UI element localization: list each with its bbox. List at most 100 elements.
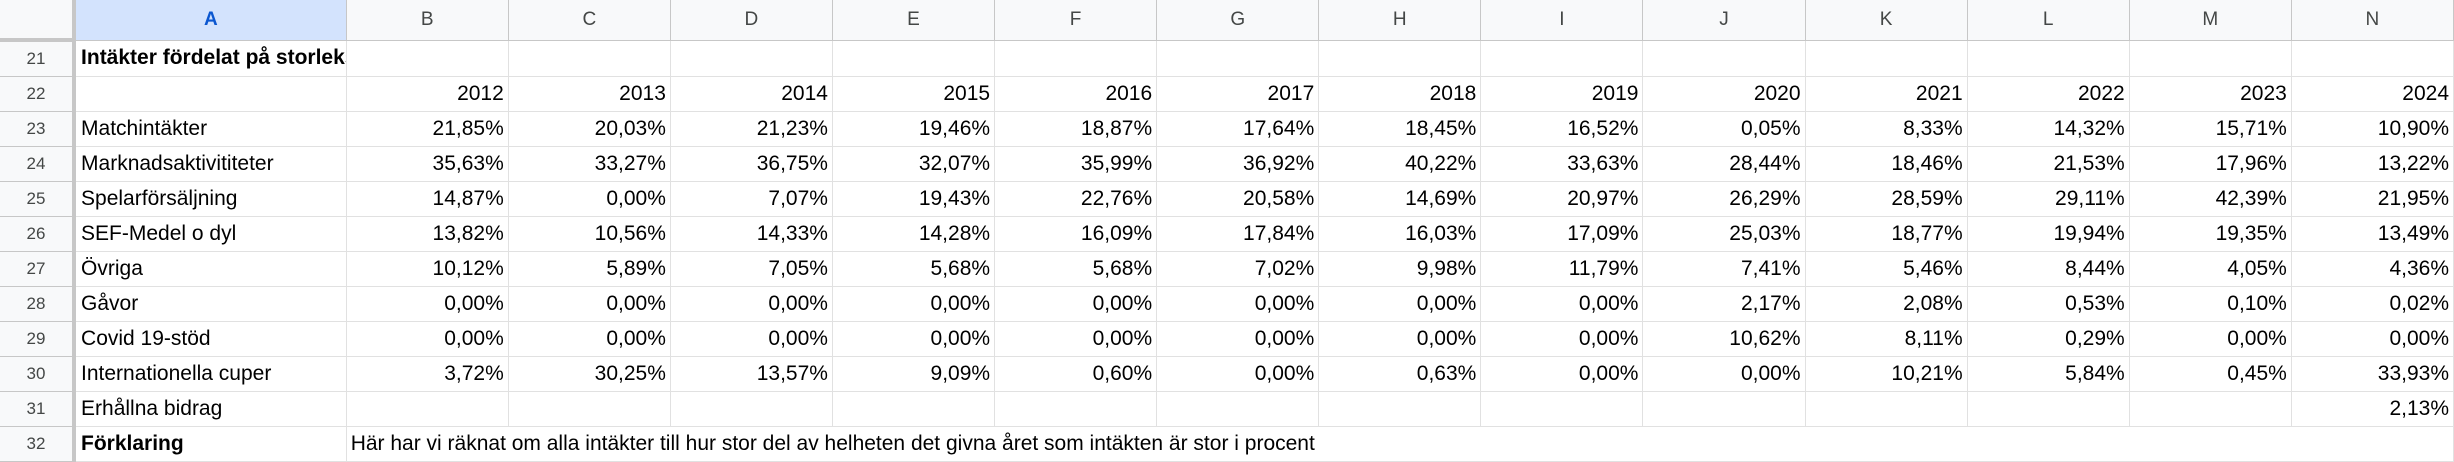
cell-n24[interactable]: 13,22% xyxy=(2291,146,2454,182)
cell-f25[interactable]: 22,76% xyxy=(994,181,1158,217)
cell-h24[interactable]: 40,22% xyxy=(1318,146,1482,182)
cell-a26[interactable]: SEF-Medel o dyl xyxy=(74,216,347,252)
cell-h27[interactable]: 9,98% xyxy=(1318,251,1482,287)
cell-i25[interactable]: 20,97% xyxy=(1480,181,1644,217)
cell-a29[interactable]: Covid 19-stöd xyxy=(74,321,347,357)
cell-j24[interactable]: 28,44% xyxy=(1642,146,1806,182)
row-header-30[interactable]: 30 xyxy=(0,356,77,392)
cell-a21[interactable]: Intäkter fördelat på storleksordning i p… xyxy=(74,40,347,77)
cell-b32-explanation[interactable]: Här har vi räknat om alla intäkter till … xyxy=(346,426,2454,462)
cell-h23[interactable]: 18,45% xyxy=(1318,111,1482,147)
cell-k28[interactable]: 2,08% xyxy=(1805,286,1968,322)
cell-i28[interactable]: 0,00% xyxy=(1480,286,1644,322)
row-header-27[interactable]: 27 xyxy=(0,251,77,287)
cell-i27[interactable]: 11,79% xyxy=(1480,251,1644,287)
cell-b23[interactable]: 21,85% xyxy=(346,111,509,147)
cell-l22[interactable]: 2022 xyxy=(1967,76,2130,112)
cell-n29[interactable]: 0,00% xyxy=(2291,321,2454,357)
cell-k25[interactable]: 28,59% xyxy=(1805,181,1968,217)
cell-f22[interactable]: 2016 xyxy=(994,76,1158,112)
cell-j28[interactable]: 2,17% xyxy=(1642,286,1806,322)
cell-d26[interactable]: 14,33% xyxy=(670,216,833,252)
cell-k27[interactable]: 5,46% xyxy=(1805,251,1968,287)
cell-f24[interactable]: 35,99% xyxy=(994,146,1158,182)
cell-d22[interactable]: 2014 xyxy=(670,76,833,112)
cell-g29[interactable]: 0,00% xyxy=(1156,321,1320,357)
cell-l24[interactable]: 21,53% xyxy=(1967,146,2130,182)
cell-j29[interactable]: 10,62% xyxy=(1642,321,1806,357)
cell-i22[interactable]: 2019 xyxy=(1480,76,1644,112)
row-header-22[interactable]: 22 xyxy=(0,76,77,112)
cell-m27[interactable]: 4,05% xyxy=(2129,251,2292,287)
column-header-k[interactable]: K xyxy=(1805,0,1968,41)
cell-f31[interactable] xyxy=(994,391,1158,427)
cell-l31[interactable] xyxy=(1967,391,2130,427)
cell-m30[interactable]: 0,45% xyxy=(2129,356,2292,392)
cell-i24[interactable]: 33,63% xyxy=(1480,146,1644,182)
cell-k30[interactable]: 10,21% xyxy=(1805,356,1968,392)
cell-g24[interactable]: 36,92% xyxy=(1156,146,1320,182)
cell-h21[interactable] xyxy=(1318,40,1482,77)
cell-b21[interactable] xyxy=(346,40,509,77)
cell-i29[interactable]: 0,00% xyxy=(1480,321,1644,357)
cell-l26[interactable]: 19,94% xyxy=(1967,216,2130,252)
cell-e29[interactable]: 0,00% xyxy=(832,321,996,357)
cell-l21[interactable] xyxy=(1967,40,2130,77)
cell-j26[interactable]: 25,03% xyxy=(1642,216,1806,252)
cell-a24[interactable]: Marknadsaktivititeter xyxy=(74,146,347,182)
cell-m22[interactable]: 2023 xyxy=(2129,76,2292,112)
cell-a28[interactable]: Gåvor xyxy=(74,286,347,322)
cell-d27[interactable]: 7,05% xyxy=(670,251,833,287)
cell-m23[interactable]: 15,71% xyxy=(2129,111,2292,147)
cell-g27[interactable]: 7,02% xyxy=(1156,251,1320,287)
column-header-d[interactable]: D xyxy=(670,0,833,41)
cell-j21[interactable] xyxy=(1642,40,1806,77)
cell-d31[interactable] xyxy=(670,391,833,427)
cell-f27[interactable]: 5,68% xyxy=(994,251,1158,287)
cell-c22[interactable]: 2013 xyxy=(508,76,671,112)
cell-j27[interactable]: 7,41% xyxy=(1642,251,1806,287)
cell-d28[interactable]: 0,00% xyxy=(670,286,833,322)
column-header-i[interactable]: I xyxy=(1480,0,1644,41)
cell-b22[interactable]: 2012 xyxy=(346,76,509,112)
row-header-21[interactable]: 21 xyxy=(0,40,77,77)
cell-b24[interactable]: 35,63% xyxy=(346,146,509,182)
cell-k26[interactable]: 18,77% xyxy=(1805,216,1968,252)
cell-d24[interactable]: 36,75% xyxy=(670,146,833,182)
cell-e30[interactable]: 9,09% xyxy=(832,356,996,392)
cell-h28[interactable]: 0,00% xyxy=(1318,286,1482,322)
cell-g23[interactable]: 17,64% xyxy=(1156,111,1320,147)
cell-e25[interactable]: 19,43% xyxy=(832,181,996,217)
cell-n26[interactable]: 13,49% xyxy=(2291,216,2454,252)
cell-a23[interactable]: Matchintäkter xyxy=(74,111,347,147)
cell-c25[interactable]: 0,00% xyxy=(508,181,671,217)
column-header-m[interactable]: M xyxy=(2129,0,2292,41)
cell-a27[interactable]: Övriga xyxy=(74,251,347,287)
cell-e21[interactable] xyxy=(832,40,996,77)
cell-c30[interactable]: 30,25% xyxy=(508,356,671,392)
cell-i26[interactable]: 17,09% xyxy=(1480,216,1644,252)
cell-c21[interactable] xyxy=(508,40,671,77)
cell-n28[interactable]: 0,02% xyxy=(2291,286,2454,322)
cell-j30[interactable]: 0,00% xyxy=(1642,356,1806,392)
cell-g25[interactable]: 20,58% xyxy=(1156,181,1320,217)
cell-i23[interactable]: 16,52% xyxy=(1480,111,1644,147)
cell-f28[interactable]: 0,00% xyxy=(994,286,1158,322)
cell-g22[interactable]: 2017 xyxy=(1156,76,1320,112)
cell-i30[interactable]: 0,00% xyxy=(1480,356,1644,392)
row-header-25[interactable]: 25 xyxy=(0,181,77,217)
cell-j23[interactable]: 0,05% xyxy=(1642,111,1806,147)
cell-l27[interactable]: 8,44% xyxy=(1967,251,2130,287)
column-header-n[interactable]: N xyxy=(2291,0,2454,41)
cell-a22[interactable] xyxy=(74,76,347,112)
cell-b25[interactable]: 14,87% xyxy=(346,181,509,217)
cell-d30[interactable]: 13,57% xyxy=(670,356,833,392)
row-header-31[interactable]: 31 xyxy=(0,391,77,427)
cell-e23[interactable]: 19,46% xyxy=(832,111,996,147)
cell-m31[interactable] xyxy=(2129,391,2292,427)
cell-e28[interactable]: 0,00% xyxy=(832,286,996,322)
row-header-24[interactable]: 24 xyxy=(0,146,77,182)
cell-k31[interactable] xyxy=(1805,391,1968,427)
column-header-h[interactable]: H xyxy=(1318,0,1482,41)
row-header-26[interactable]: 26 xyxy=(0,216,77,252)
